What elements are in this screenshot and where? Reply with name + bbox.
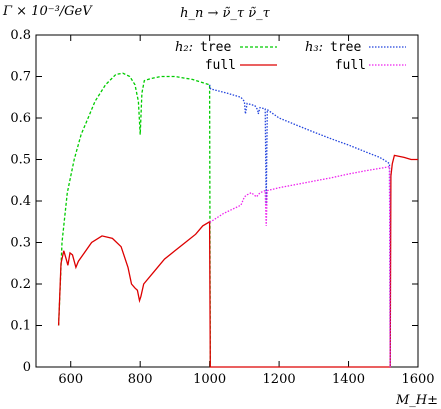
legend-label-h3-tree: tree [330,40,361,55]
y-axis-title: Γ × 10⁻³/GeV [2,4,93,19]
axis-ticks: 600 800 1000 1200 1400 1600 0 0.1 0.2 0.3 0.4 0.5 0.… [10,28,434,387]
y-tick-label: 0.4 [10,194,31,209]
x-axis-title: M_H± [395,393,438,408]
x-tick-label: 1400 [332,372,365,387]
legend-group-label-h3: h₃: [305,40,323,55]
y-tick-label: 0.5 [10,153,31,168]
x-tick-label: 600 [58,372,83,387]
legend-group-label-h2: h₂: [175,40,193,55]
chart-title: h_n → ν̃_τ ν̃_τ [180,6,271,21]
legend-label-h3-full: full [335,58,366,73]
plot-border [35,34,419,368]
legend: h₂: tree full h₃: tree full [175,40,406,73]
y-tick-label: 0.7 [10,70,31,85]
legend-label-h2-tree: tree [200,40,231,55]
plot-frame [35,34,419,368]
y-tick-label: 0.3 [10,236,31,251]
x-tick-label: 1000 [193,372,226,387]
y-tick-label: 0.6 [10,111,31,126]
x-tick-label: 1600 [401,372,434,387]
y-tick-label: 0 [23,360,31,375]
legend-label-h2-full: full [205,58,236,73]
series-layer [57,72,418,368]
x-tick-label: 1200 [263,372,296,387]
y-tick-label: 0.2 [10,277,31,292]
x-tick-label: 800 [128,372,153,387]
series-line-h₂-full [57,154,418,368]
series-line-h₂-tree [57,72,211,368]
y-tick-label: 0.1 [10,319,31,334]
y-tick-label: 0.8 [10,28,31,43]
series-line-h₃-full [209,165,391,368]
series-line-h₃-tree [208,84,391,368]
